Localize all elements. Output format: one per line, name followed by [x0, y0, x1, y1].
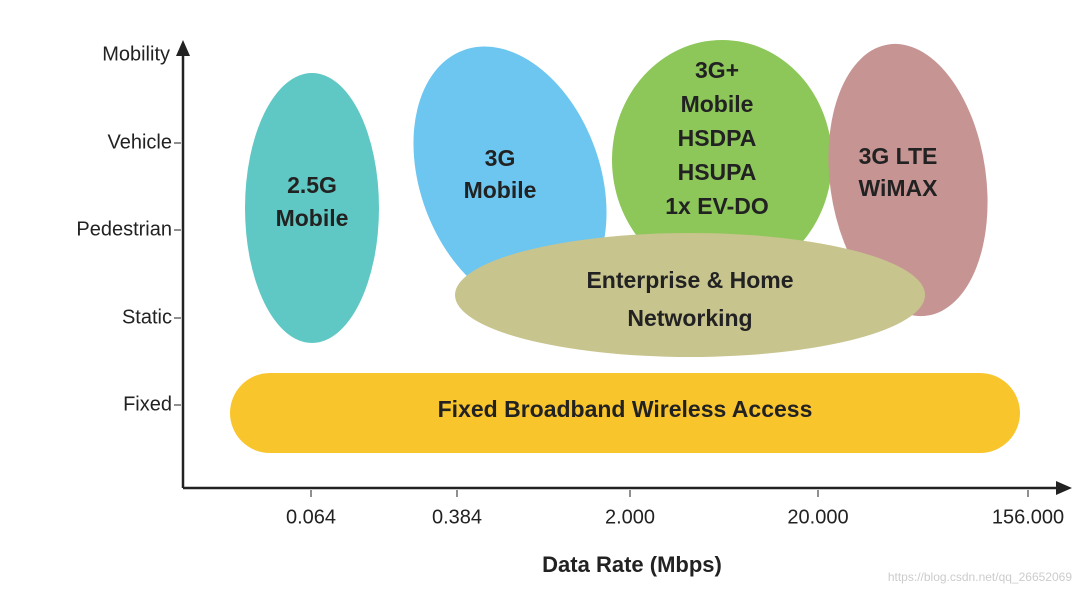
y-level: Static — [122, 306, 172, 328]
region-text: 3G LTE — [859, 143, 938, 169]
region-lte — [828, 43, 988, 317]
x-label: 156.000 — [992, 506, 1064, 528]
region-text: 2.5G — [287, 172, 337, 198]
y-level: Pedestrian — [76, 218, 172, 240]
region-text: Fixed Broadband Wireless Access — [438, 396, 813, 422]
region-text: Enterprise & Home — [586, 267, 793, 293]
x-axis-title: Data Rate (Mbps) — [542, 552, 722, 577]
x-arrow — [1056, 481, 1072, 495]
y-arrow — [176, 40, 190, 56]
x-label: 0.064 — [286, 506, 336, 528]
x-label: 2.000 — [605, 506, 655, 528]
y-level: Fixed — [123, 393, 172, 415]
x-label: 20.000 — [787, 506, 848, 528]
region-3g-plus — [612, 40, 832, 280]
watermark: https://blog.csdn.net/qq_26652069 — [888, 570, 1072, 584]
region-text: Mobile — [464, 177, 537, 203]
y-levels: Vehicle Pedestrian Static Fixed — [76, 131, 181, 415]
region-text: WiMAX — [858, 175, 938, 201]
region-2-5g — [245, 73, 379, 343]
region-text: Networking — [627, 305, 752, 331]
region-text: HSDPA — [678, 125, 757, 151]
region-text: 1x EV-DO — [665, 193, 769, 219]
region-text: Mobile — [276, 205, 349, 231]
region-text: 3G — [485, 145, 516, 171]
x-label: 0.384 — [432, 506, 482, 528]
region-text: Mobile — [681, 91, 754, 117]
x-labels: 0.064 0.384 2.000 20.000 156.000 — [286, 490, 1064, 528]
y-axis-label: Mobility — [102, 43, 170, 65]
region-text: 3G+ — [695, 57, 739, 83]
region-text: HSUPA — [678, 159, 757, 185]
region-fixed — [230, 373, 1020, 453]
y-level: Vehicle — [108, 131, 173, 153]
region-enterprise — [455, 233, 925, 357]
